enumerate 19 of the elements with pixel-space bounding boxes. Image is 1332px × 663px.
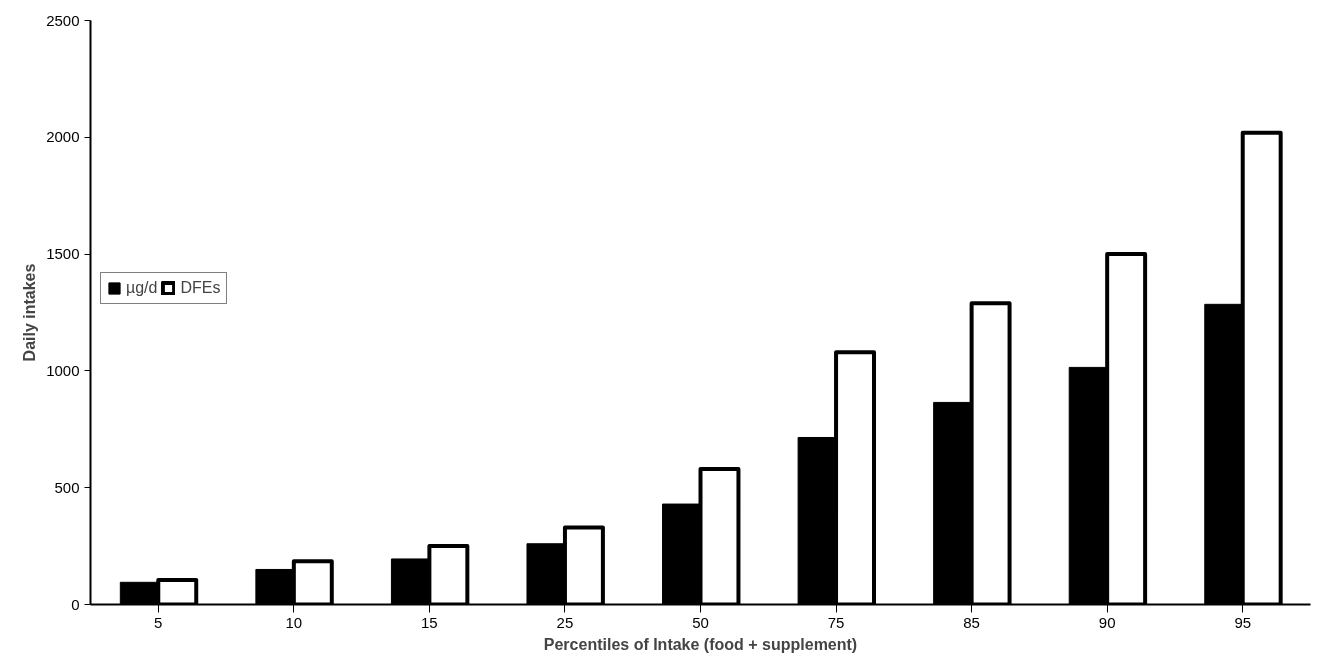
y-tick-label: 2000: [46, 128, 80, 146]
y-tick-label: 500: [54, 478, 80, 496]
x-tick-label: 90: [1098, 613, 1116, 631]
legend-label: µg/d: [126, 279, 158, 297]
x-tick-label: 50: [692, 613, 709, 631]
x-tick-label: 10: [285, 613, 303, 631]
legend-label: DFEs: [180, 279, 221, 297]
x-tick-label: 85: [963, 613, 980, 631]
y-tick-label: 1500: [46, 245, 80, 263]
x-tick-label: 95: [1234, 613, 1252, 631]
x-axis-title: Percentiles of Intake (food + supplement): [543, 635, 858, 653]
y-axis-title: Daily intakes: [21, 263, 39, 362]
x-tick-label: 25: [556, 613, 574, 631]
y-tick-label: 1000: [46, 361, 80, 379]
x-tick-label: 15: [421, 613, 438, 631]
y-tick-label: 2500: [46, 11, 80, 29]
y-tick-label: 0: [71, 595, 80, 613]
x-tick-label: 75: [827, 613, 845, 631]
x-tick-label: 5: [154, 613, 163, 631]
